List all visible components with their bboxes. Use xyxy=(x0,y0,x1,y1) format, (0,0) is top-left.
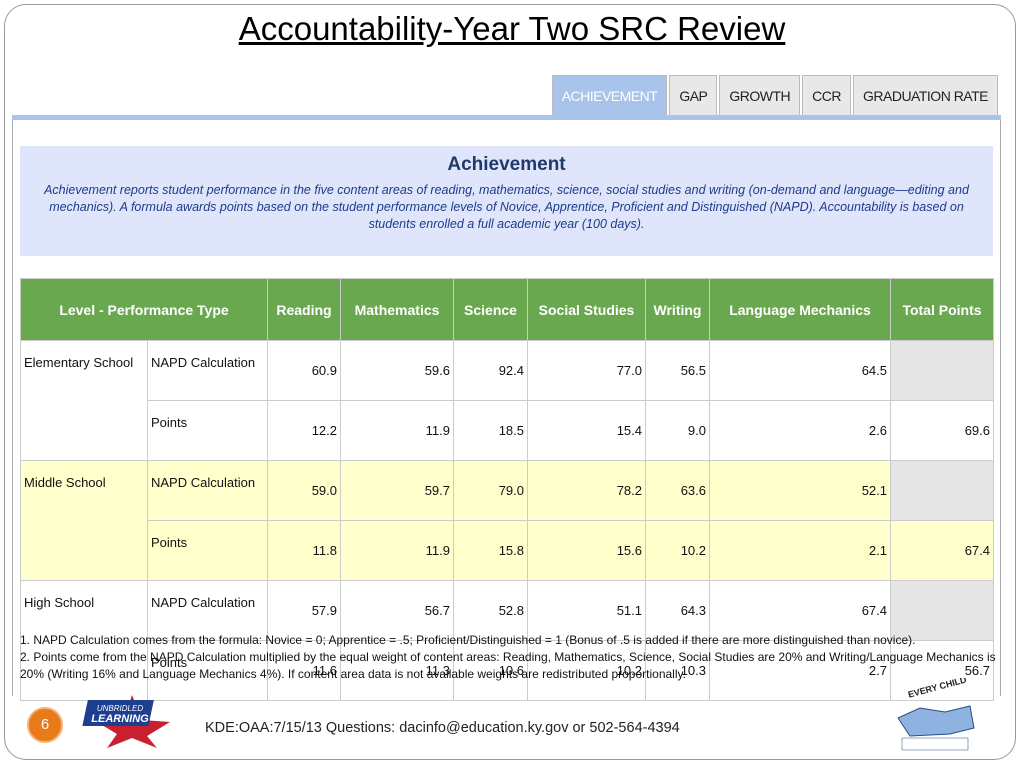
level-cell: High School xyxy=(20,580,148,701)
value-cell: 59.7 xyxy=(340,460,454,521)
value-cell: 63.6 xyxy=(645,460,710,521)
value-cell: 15.6 xyxy=(527,520,646,581)
value-cell: 11.6 xyxy=(267,640,341,701)
title: Accountability-Year Two SRC Review xyxy=(238,10,786,47)
note: 1. NAPD Calculation comes from the formu… xyxy=(20,633,916,647)
tab[interactable]: GRADUATION RATE xyxy=(853,75,998,116)
column-header: Social Studies xyxy=(527,278,646,341)
value-cell: 59.0 xyxy=(267,460,341,521)
heading: Achievement xyxy=(447,154,566,175)
notes: 1. NAPD Calculation comes from the formu… xyxy=(20,632,998,683)
column-header: Language Mechanics xyxy=(709,278,891,341)
total-cell: 69.6 xyxy=(890,400,994,461)
value-cell: 2.7 xyxy=(709,640,891,701)
value-cell: 11.3 xyxy=(340,640,454,701)
value-cell: 67.4 xyxy=(709,580,891,641)
side-rule xyxy=(12,120,13,696)
value-cell: 15.4 xyxy=(527,400,646,461)
value-cell: 60.9 xyxy=(267,340,341,401)
value-cell: 11.9 xyxy=(340,400,454,461)
slide-number: 6 xyxy=(27,707,63,743)
logo-text: EVERY CHILD xyxy=(907,678,968,700)
value-cell: 2.6 xyxy=(709,400,891,461)
type-cell: NAPD Calculation xyxy=(147,460,268,521)
table-row: Points 11.6 11.3 10.6 10.2 10.3 2.7 56.7 xyxy=(21,640,994,701)
column-header: Level - Performance Type xyxy=(20,278,268,341)
logo-text: UNBRIDLED xyxy=(97,704,143,713)
banner xyxy=(82,700,154,726)
column-header: Science xyxy=(453,278,528,341)
value-cell: 10.2 xyxy=(645,520,710,581)
column-header: Reading xyxy=(267,278,341,341)
value-cell: 92.4 xyxy=(453,340,528,401)
blank-cell xyxy=(890,580,994,641)
tab-bar: ACHIEVEMENT GAP GROWTH CCR GRADUATION RATE xyxy=(550,75,998,116)
value-cell: 11.8 xyxy=(267,520,341,581)
table-row: Points 11.8 11.9 15.8 15.6 10.2 2.1 67.4 xyxy=(21,520,994,581)
value-cell: 2.1 xyxy=(709,520,891,581)
table-row: Middle School NAPD Calculation 59.0 59.7 79.… xyxy=(20,460,994,581)
blank-cell xyxy=(890,340,994,401)
tab[interactable]: ACHIEVEMENT xyxy=(551,75,668,116)
value-cell: 18.5 xyxy=(453,400,528,461)
description: Achievement reports student performance … xyxy=(44,183,969,231)
logo-text: LEARNING xyxy=(91,713,149,725)
value-cell: 64.3 xyxy=(645,580,710,641)
value-cell: 15.8 xyxy=(453,520,528,581)
tab[interactable]: GAP xyxy=(669,75,718,116)
value-cell: 52.1 xyxy=(709,460,891,521)
logo-right: EVERY CHILD xyxy=(897,678,975,751)
note: 2. Points come from the NAPD Calculation… xyxy=(20,650,996,681)
total-cell: 67.4 xyxy=(890,520,994,581)
results-table: Level - Performance Type Reading Mathemati… xyxy=(20,278,994,701)
achievement-box: Achievement Achievement reports student … xyxy=(20,146,993,256)
logo-left: UNBRIDLED LEARNING xyxy=(82,695,170,748)
value-cell: 59.6 xyxy=(340,340,454,401)
tab[interactable]: CCR xyxy=(802,75,851,116)
value-cell: 12.2 xyxy=(267,400,341,461)
caption-box xyxy=(901,737,969,751)
footer-text: KDE:OAA:7/15/13 Questions: dacinfo@educa… xyxy=(205,720,680,736)
type-cell: NAPD Calculation xyxy=(147,580,268,641)
value-cell: 11.9 xyxy=(340,520,454,581)
column-header: Mathematics xyxy=(340,278,454,341)
value-cell: 10.2 xyxy=(527,640,646,701)
type-cell: Points xyxy=(147,400,268,461)
tab[interactable]: GROWTH xyxy=(719,75,801,116)
table-row: Points 12.2 11.9 18.5 15.4 9.0 2.6 69.6 xyxy=(21,400,994,461)
type-cell: NAPD Calculation xyxy=(147,340,268,401)
value-cell: 77.0 xyxy=(527,340,646,401)
column-header: Total Points xyxy=(890,278,994,341)
level-cell: Middle School xyxy=(20,460,148,581)
slide-frame xyxy=(4,4,1016,760)
value-cell: 10.6 xyxy=(453,640,528,701)
level-cell: Elementary School xyxy=(20,340,148,461)
state-shape xyxy=(897,705,975,737)
type-cell: Points xyxy=(147,520,268,581)
value-cell: 78.2 xyxy=(527,460,646,521)
total-cell: 56.7 xyxy=(890,640,994,701)
value-cell: 56.7 xyxy=(340,580,454,641)
header-row: Level - Performance Type Reading Mathemati… xyxy=(20,278,994,341)
tab-underline xyxy=(12,115,1001,120)
type-cell: Points xyxy=(147,640,268,701)
table-row: High School NAPD Calculation 57.9 56.7 52.8 5… xyxy=(20,580,994,701)
value-cell: 9.0 xyxy=(645,400,710,461)
value-cell: 79.0 xyxy=(453,460,528,521)
table-row: Elementary School NAPD Calculation 60.9 59.… xyxy=(20,340,994,461)
side-rule xyxy=(1000,120,1001,696)
value-cell: 57.9 xyxy=(267,580,341,641)
value-cell: 64.5 xyxy=(709,340,891,401)
blank-cell xyxy=(890,460,994,521)
column-header: Writing xyxy=(645,278,710,341)
value-cell: 56.5 xyxy=(645,340,710,401)
